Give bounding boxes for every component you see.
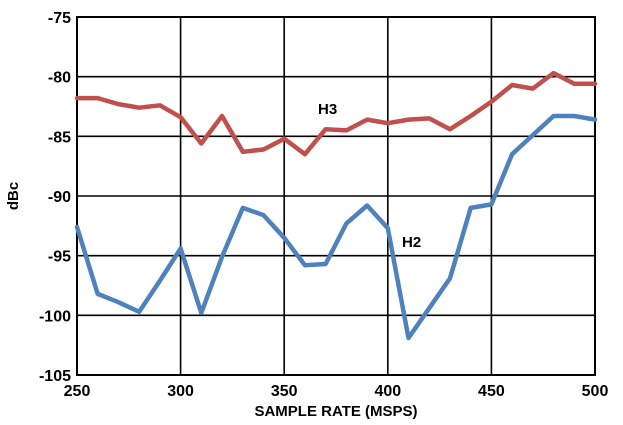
y-tick-label: -100 xyxy=(39,308,71,325)
grid xyxy=(76,16,596,376)
x-axis-title: SAMPLE RATE (MSPS) xyxy=(254,403,417,420)
y-tick-label: -95 xyxy=(48,249,71,266)
y-axis-ticks: -75 -80 -85 -90 -95 -100 -105 xyxy=(39,10,71,385)
series-line-h3 xyxy=(74,70,598,157)
series-label-h3: H3 xyxy=(318,101,337,118)
plot-frame xyxy=(76,16,596,376)
y-axis-title: dBc xyxy=(5,182,22,210)
x-tick-label: 350 xyxy=(271,383,298,400)
y-tick-label: -90 xyxy=(48,189,71,206)
x-tick-label: 300 xyxy=(167,383,194,400)
y-tick-label: -75 xyxy=(48,10,71,27)
x-tick-label: 450 xyxy=(478,383,505,400)
series-labels: H3 H2 xyxy=(318,101,421,251)
x-tick-label: 400 xyxy=(374,383,401,400)
x-axis-ticks: 250 300 350 400 450 500 xyxy=(64,383,609,400)
series-line-h2 xyxy=(74,113,598,341)
series-label-h2: H2 xyxy=(402,234,421,251)
y-tick-label: -105 xyxy=(39,368,71,385)
y-tick-label: -85 xyxy=(48,129,71,146)
x-tick-label: 250 xyxy=(64,383,91,400)
series-lines xyxy=(74,70,598,341)
x-tick-label: 500 xyxy=(582,383,609,400)
plot-border xyxy=(76,16,596,376)
y-tick-label: -80 xyxy=(48,70,71,87)
